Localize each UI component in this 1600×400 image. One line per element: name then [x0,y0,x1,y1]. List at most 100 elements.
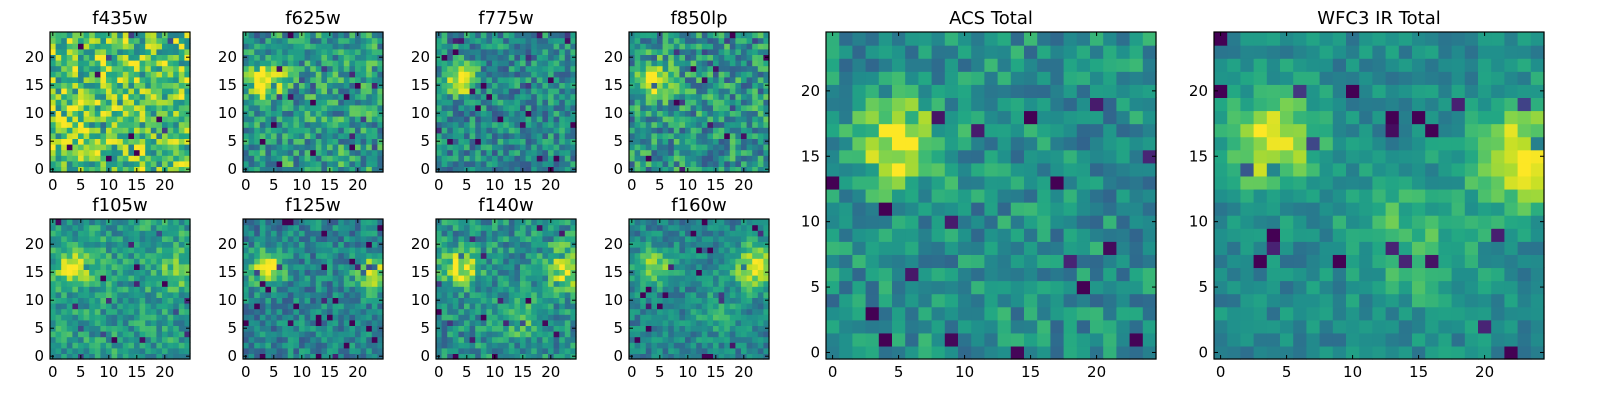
y-tick-label: 0 [34,160,44,178]
heatmap-cell [360,155,367,162]
heatmap-cell [657,54,664,61]
heatmap-cell [696,60,703,67]
heatmap-cell [94,347,101,354]
heatmap-cell [254,160,261,167]
heatmap-cell [570,93,577,100]
heatmap-cell [310,308,317,315]
heatmap-cell [106,60,113,67]
heatmap-cell [480,144,487,151]
heatmap-cell [366,138,373,145]
heatmap-cell [50,286,57,293]
heatmap-cell [464,110,471,117]
heatmap-cell [338,43,345,50]
heatmap-cell [713,314,720,321]
heatmap-cell [707,160,714,167]
heatmap-cell [355,144,362,151]
heatmap-cell [156,32,163,39]
heatmap-cell [668,308,675,315]
heatmap-cell [503,121,510,128]
heatmap-cell [497,275,504,282]
heatmap-cell [441,110,448,117]
heatmap-cell [150,325,157,332]
heatmap-cell [128,144,135,151]
heatmap-cell [536,347,543,354]
heatmap-cell [741,303,748,310]
heatmap-cell [447,235,454,242]
heatmap-cell [349,219,356,226]
heatmap-cell [673,325,680,332]
heatmap-cell [377,235,384,242]
heatmap-cell [371,297,378,304]
heatmap-cell [763,342,770,349]
heatmap-cell [343,65,350,72]
heatmap-cell [248,291,255,298]
heatmap-cell [343,269,350,276]
heatmap-cell [752,336,759,343]
heatmap-cell [83,54,90,61]
heatmap-cell [271,342,278,349]
heatmap-cell [452,263,459,270]
heatmap-cell [441,286,448,293]
heatmap-cell [66,241,73,248]
heatmap-cell [173,149,180,156]
heatmap-cell [276,308,283,315]
heatmap-cell [111,247,118,254]
heatmap-cell [564,353,571,360]
heatmap-cell [713,331,720,338]
heatmap-cell [679,93,686,100]
heatmap-cell [690,37,697,44]
heatmap-cell [701,331,708,338]
heatmap-cell [634,71,641,78]
heatmap-cell [304,149,311,156]
heatmap-cell [729,127,736,134]
heatmap-cell [55,48,62,55]
heatmap-cell [332,60,339,67]
heatmap-cell [525,65,532,72]
heatmap-cell [701,82,708,89]
heatmap-cell [668,138,675,145]
heatmap-cell [276,241,283,248]
heatmap-cell [304,336,311,343]
heatmap-cell [173,116,180,123]
heatmap-cell [167,336,174,343]
heatmap-cell [360,230,367,237]
heatmap-cell [508,247,515,254]
heatmap-cell [315,347,322,354]
heatmap-cell [355,303,362,310]
heatmap-cell [536,263,543,270]
heatmap-cell [548,336,555,343]
heatmap-cell [167,297,174,304]
heatmap-cell [514,37,521,44]
heatmap-cell [508,110,515,117]
panel-title: f140w [478,195,533,216]
heatmap-cell [94,149,101,156]
heatmap-cell [287,325,294,332]
heatmap-cell [752,127,759,134]
heatmap-cell [349,60,356,67]
heatmap-cell [184,155,191,162]
heatmap-cell [746,138,753,145]
heatmap-cell [634,280,641,287]
heatmap-cell [338,60,345,67]
heatmap-cell [447,286,454,293]
heatmap-cell [304,342,311,349]
heatmap-cell [707,325,714,332]
heatmap-cell [536,104,543,111]
heatmap-cell [338,308,345,315]
heatmap-cell [327,121,334,128]
heatmap-cell [55,331,62,338]
heatmap-cell [293,60,300,67]
heatmap-cell [310,54,317,61]
heatmap-cell [293,88,300,95]
heatmap-cell [287,319,294,326]
heatmap-cell [178,303,185,310]
axes-frame [435,31,577,173]
heatmap-cell [55,353,62,360]
heatmap-cell [452,99,459,106]
heatmap-cell [167,291,174,298]
heatmap-cell [282,110,289,117]
heatmap-cell [746,93,753,100]
heatmap-cell [679,37,686,44]
heatmap-cell [469,230,476,237]
heatmap-cell [287,303,294,310]
